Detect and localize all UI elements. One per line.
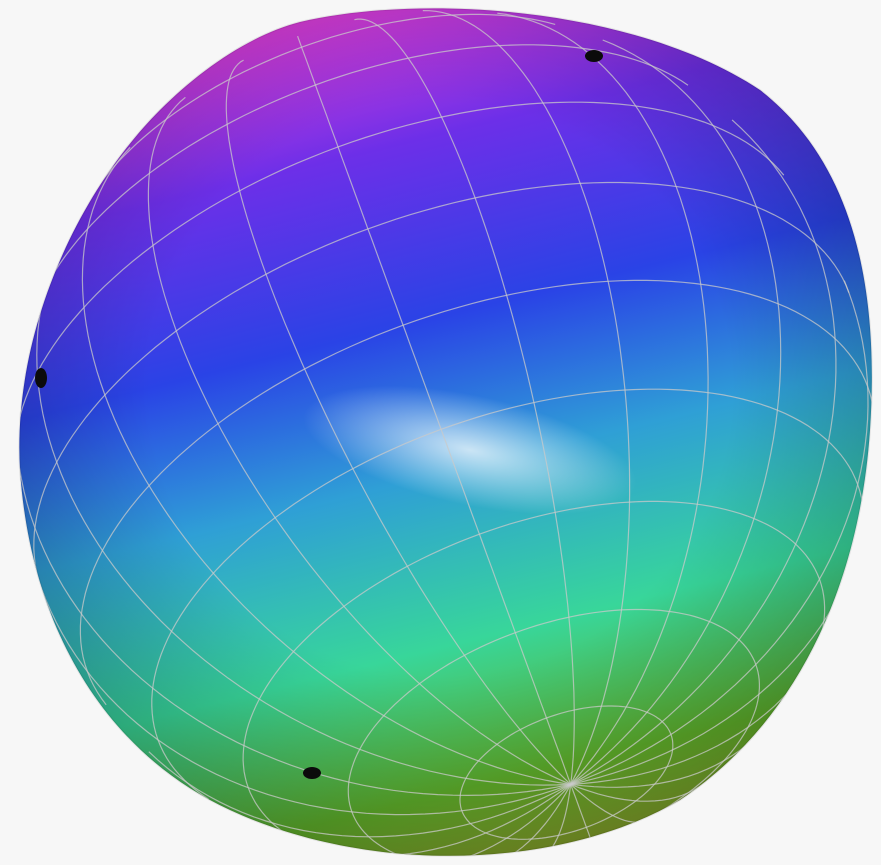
grid-parallel-line	[867, 386, 872, 425]
sphere-outline	[18, 7, 873, 857]
grid-meridian-line	[225, 59, 572, 785]
grid-meridian-line	[297, 35, 572, 785]
grid-meridian-line	[570, 280, 869, 785]
grid-parallel-line	[242, 500, 821, 856]
pole-bottom-dot	[303, 767, 321, 779]
grid-meridian-line	[383, 783, 572, 856]
grid-meridian-line	[467, 784, 572, 856]
grid-parallel-line	[151, 388, 859, 800]
grid-meridian-line	[535, 784, 572, 856]
grid-meridian-line	[36, 575, 571, 816]
pole-left-dot	[35, 368, 47, 388]
grid-meridian-line	[148, 751, 571, 838]
grid-meridian-line	[36, 235, 571, 786]
grid-meridian-line	[570, 39, 782, 785]
grid-meridian-line	[147, 96, 571, 785]
grid-meridian-line	[570, 119, 837, 785]
grid-meridian-line	[422, 10, 631, 785]
pole-top-dot	[585, 50, 603, 62]
grid-meridian-line	[354, 18, 575, 785]
grid-parallel-line	[79, 279, 869, 706]
grid-meridian-line	[81, 146, 571, 785]
grid-meridian-line	[570, 782, 705, 802]
grid-meridian-line	[19, 380, 571, 797]
